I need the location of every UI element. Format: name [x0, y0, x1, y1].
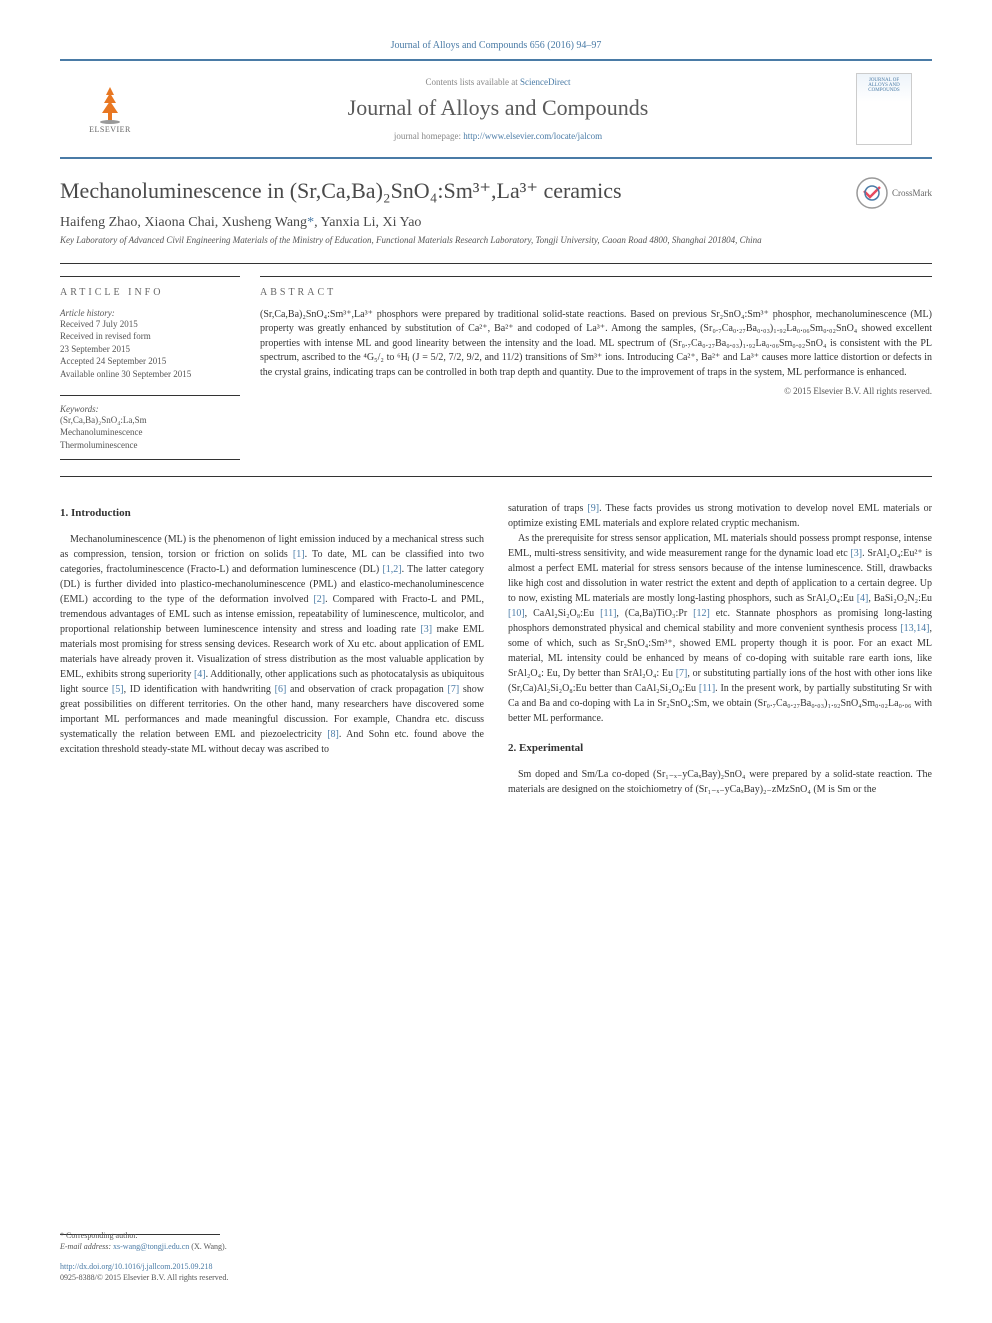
publisher-name: ELSEVIER — [89, 125, 131, 134]
author-names-tail: , Yanxia Li, Xi Yao — [314, 215, 421, 230]
history-label: Article history: — [60, 308, 240, 318]
intro-para-2a: saturation of traps [9]. These facts pro… — [508, 501, 932, 531]
journal-name: Journal of Alloys and Compounds — [140, 95, 856, 121]
author-names: Haifeng Zhao, Xiaona Chai, Xusheng Wang — [60, 215, 307, 230]
journal-title-block: Contents lists available at ScienceDirec… — [140, 77, 856, 141]
homepage-prefix: journal homepage: — [394, 131, 463, 141]
corresponding-author: * Corresponding author. — [60, 1230, 932, 1241]
section-1-heading: 1. Introduction — [60, 505, 484, 522]
issn-line: 0925-8388/© 2015 Elsevier B.V. All right… — [60, 1272, 932, 1283]
sciencedirect-link[interactable]: ScienceDirect — [520, 77, 570, 87]
abstract: ABSTRACT (Sr,Ca,Ba)₂SnO₄:Sm³⁺,La³⁺ phosp… — [260, 276, 932, 461]
intro-para-1: Mechanoluminescence (ML) is the phenomen… — [60, 532, 484, 757]
title-row: Mechanoluminescence in (Sr,Ca,Ba)₂SnO₄:S… — [60, 177, 932, 209]
history-lines: Received 7 July 2015 Received in revised… — [60, 318, 240, 381]
journal-cover-thumb: JOURNAL OF ALLOYS AND COMPOUNDS — [856, 73, 912, 145]
info-abstract-block: ARTICLE INFO Article history: Received 7… — [60, 263, 932, 478]
abstract-text: (Sr,Ca,Ba)₂SnO₄:Sm³⁺,La³⁺ phosphors were… — [260, 308, 932, 381]
doi-line: http://dx.doi.org/10.1016/j.jallcom.2015… — [60, 1261, 932, 1272]
elsevier-tree-icon — [86, 85, 134, 125]
contents-prefix: Contents lists available at — [426, 77, 520, 87]
keywords-lines: (Sr,Ca,Ba)₂SnO₄:La,Sm Mechanoluminescenc… — [60, 414, 240, 461]
email-link[interactable]: xs-wang@tongji.edu.cn — [113, 1242, 189, 1251]
abstract-heading: ABSTRACT — [260, 287, 932, 298]
crossmark-icon — [856, 177, 888, 209]
contents-available: Contents lists available at ScienceDirec… — [140, 77, 856, 87]
crossmark-label: CrossMark — [892, 188, 932, 198]
article-title: Mechanoluminescence in (Sr,Ca,Ba)₂SnO₄:S… — [60, 177, 622, 206]
affiliation: Key Laboratory of Advanced Civil Enginee… — [60, 235, 932, 247]
journal-citation: Journal of Alloys and Compounds 656 (201… — [60, 40, 932, 51]
crossmark-badge[interactable]: CrossMark — [856, 177, 932, 209]
homepage-link[interactable]: http://www.elsevier.com/locate/jalcom — [463, 131, 602, 141]
journal-header: ELSEVIER Contents lists available at Sci… — [60, 59, 932, 159]
info-heading: ARTICLE INFO — [60, 287, 240, 298]
email-tail: (X. Wang). — [189, 1242, 226, 1251]
abstract-copyright: © 2015 Elsevier B.V. All rights reserved… — [260, 386, 932, 396]
authors: Haifeng Zhao, Xiaona Chai, Xusheng Wang*… — [60, 215, 932, 231]
corr-mark: * — [307, 215, 314, 230]
journal-homepage: journal homepage: http://www.elsevier.co… — [140, 131, 856, 141]
exp-para-1: Sm doped and Sm/La co-doped (Sr₁₋ₓ₋yCaₓB… — [508, 767, 932, 797]
keywords-label: Keywords: — [60, 395, 240, 414]
article-info: ARTICLE INFO Article history: Received 7… — [60, 276, 240, 461]
intro-para-2b: As the prerequisite for stress sensor ap… — [508, 531, 932, 726]
column-left: 1. Introduction Mechanoluminescence (ML)… — [60, 501, 484, 797]
column-right: saturation of traps [9]. These facts pro… — [508, 501, 932, 797]
elsevier-logo: ELSEVIER — [80, 79, 140, 139]
cover-thumb-title: JOURNAL OF ALLOYS AND COMPOUNDS — [859, 78, 909, 93]
doi-link[interactable]: http://dx.doi.org/10.1016/j.jallcom.2015… — [60, 1262, 213, 1271]
email-label: E-mail address: — [60, 1242, 113, 1251]
page-footer: * Corresponding author. E-mail address: … — [60, 1230, 932, 1283]
body-columns: 1. Introduction Mechanoluminescence (ML)… — [60, 501, 932, 797]
email-line: E-mail address: xs-wang@tongji.edu.cn (X… — [60, 1241, 932, 1252]
section-2-heading: 2. Experimental — [508, 740, 932, 757]
